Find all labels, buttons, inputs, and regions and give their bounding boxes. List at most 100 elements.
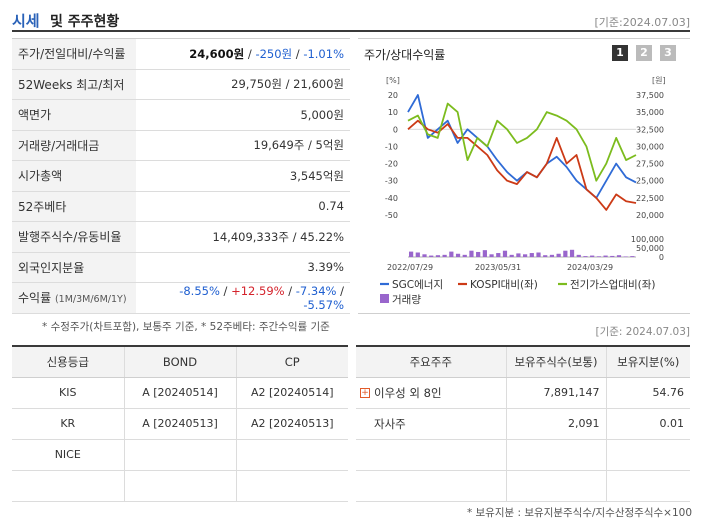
volume-bar xyxy=(502,250,508,257)
chart-page-3-button[interactable]: 3 xyxy=(660,45,676,61)
cp-rating xyxy=(236,439,348,471)
x-tick-label: 2024/03/29 xyxy=(567,263,613,272)
table-row: 자사주 2,091 0.01 xyxy=(356,408,690,440)
table-row: 외국인지분율 3.39% xyxy=(12,252,350,283)
volume-bar xyxy=(590,255,595,257)
stock-info-table: 주가/전일대비/수익률 24,600원 / -250원 / -1.01% 52W… xyxy=(12,38,350,314)
table-row: KIS A [20240514] A2 [20240514] xyxy=(12,377,348,409)
share-percent: 54.76 xyxy=(606,377,690,409)
row-value: 0.74 xyxy=(136,191,350,222)
volume-bar xyxy=(469,250,474,257)
bond-rating xyxy=(124,439,237,471)
right-tick-label: 22,500 xyxy=(636,194,664,203)
x-tick-label: 2023/05/31 xyxy=(475,263,521,272)
section-title: 시세 xyxy=(12,12,40,30)
shareholder-name: 자사주 xyxy=(356,408,507,440)
column-header: BOND xyxy=(124,346,237,378)
right-tick-label: 27,500 xyxy=(636,160,664,169)
volume-tick-label: 0 xyxy=(659,253,664,262)
volume-bar xyxy=(442,254,447,257)
table-row: 발행주식수/유동비율 14,409,333주 / 45.22% xyxy=(12,221,350,253)
chart-page-1-button[interactable]: 1 xyxy=(612,45,628,61)
volume-bar xyxy=(549,254,555,257)
volume-bar xyxy=(489,254,494,257)
table-row: 주가/전일대비/수익률 24,600원 / -250원 / -1.01% xyxy=(12,38,350,70)
x-tick-label: 2022/07/29 xyxy=(387,263,433,272)
left-tick-label: -30 xyxy=(385,177,398,186)
row-label: 발행주식수/유동비율 xyxy=(12,221,136,253)
volume-bar xyxy=(610,255,615,257)
price-change: -250원 xyxy=(255,46,293,61)
rating-agency xyxy=(12,470,125,502)
column-header: 보유지분(%) xyxy=(606,346,690,378)
cp-rating: A2 [20240513] xyxy=(236,408,348,440)
series-line-3 xyxy=(407,102,637,182)
left-tick-label: -40 xyxy=(385,194,398,203)
shareholder-name[interactable]: 이우성 외 8인 xyxy=(374,385,442,400)
volume-bar xyxy=(516,253,521,257)
shareholder-name-cell: + 이우성 외 8인 xyxy=(356,377,507,409)
volume-bar xyxy=(455,253,461,257)
row-label: 52주베타 xyxy=(12,191,136,222)
row-value: 29,750원 / 21,600원 xyxy=(136,69,350,100)
table-row: 수익률 (1M/3M/6M/1Y) -8.55% / +12.59% / -7.… xyxy=(12,282,350,314)
return-1m: -8.55% xyxy=(179,283,220,298)
table-row: 52주베타 0.74 xyxy=(12,191,350,222)
left-tick-label: -10 xyxy=(385,142,398,151)
volume-tick-label: 50,000 xyxy=(636,244,664,253)
returns-period: (1M/3M/6M/1Y) xyxy=(54,294,127,306)
row-label: 수익률 (1M/3M/6M/1Y) xyxy=(12,282,136,314)
volume-bar xyxy=(556,253,561,257)
column-header: 주요주주 xyxy=(356,346,507,378)
left-axis-unit: [%] xyxy=(386,76,400,85)
section-header: 시세 및 주주현황 [기준:2024.07.03] xyxy=(12,8,690,32)
shares-count xyxy=(506,439,607,471)
table-row: 거래량/거래대금 19,649주 / 5억원 xyxy=(12,130,350,161)
volume-bar xyxy=(523,254,528,257)
expand-plus-icon[interactable]: + xyxy=(360,388,370,398)
chart-page-2-button[interactable]: 2 xyxy=(636,45,652,61)
returns-value: -8.55% / +12.59% / -7.34% / -5.57% xyxy=(136,282,350,314)
right-tick-label: 37,500 xyxy=(636,91,664,100)
shares-count: 7,891,147 xyxy=(506,377,607,409)
legend-swatch xyxy=(380,294,389,303)
row-label: 52Weeks 최고/최저 xyxy=(12,69,136,100)
left-tick-label: 20 xyxy=(388,91,398,100)
column-header: CP xyxy=(236,346,348,378)
credit-rating-table: 신용등급 BOND CP KIS A [20240514] A2 [20240514… xyxy=(12,345,348,502)
row-label: 주가/전일대비/수익률 xyxy=(12,38,136,70)
return-3m: +12.59% xyxy=(231,283,285,298)
right-tick-label: 32,500 xyxy=(636,125,664,134)
section-subtitle: 및 주주현황 xyxy=(50,14,120,30)
price-chart: [%] [원] 20 10 0 -10 -20 -30 -40 -50 37,500 35,000 32… xyxy=(380,76,666,306)
shares-count: 2,091 xyxy=(506,408,607,440)
volume-bar xyxy=(543,255,548,257)
share-percent xyxy=(606,470,690,502)
table-row: + 이우성 외 8인 7,891,147 54.76 xyxy=(356,377,690,409)
returns-label: 수익률 xyxy=(18,291,52,306)
volume-bar xyxy=(462,254,467,257)
volume-bar xyxy=(616,255,622,257)
volume-bar xyxy=(623,256,628,257)
volume-bar xyxy=(583,256,588,257)
column-header: 보유주식수(보통) xyxy=(506,346,607,378)
price-value: 24,600원 / -250원 / -1.01% xyxy=(136,38,350,70)
volume-bar xyxy=(476,251,481,257)
share-percent xyxy=(606,439,690,471)
rating-agency: NICE xyxy=(12,439,125,471)
volume-bar xyxy=(596,256,601,257)
table-row xyxy=(356,470,690,502)
table-header-row: 주요주주 보유주식수(보통) 보유지분(%) xyxy=(356,346,690,378)
legend-label: KOSPI대비(좌) xyxy=(470,279,538,291)
rating-agency: KR xyxy=(12,408,125,440)
volume-bar xyxy=(482,250,487,257)
row-label: 거래량/거래대금 xyxy=(12,130,136,161)
bond-rating: A [20240514] xyxy=(124,377,237,409)
bond-rating: A [20240513] xyxy=(124,408,237,440)
legend-label: 전기가스업대비(좌) xyxy=(570,278,655,291)
volume-tick-label: 100,000 xyxy=(631,235,664,244)
table-row: NICE xyxy=(12,439,348,471)
volume-bar xyxy=(509,254,514,257)
price-rate: -1.01% xyxy=(303,46,344,61)
row-label: 외국인지분율 xyxy=(12,252,136,283)
